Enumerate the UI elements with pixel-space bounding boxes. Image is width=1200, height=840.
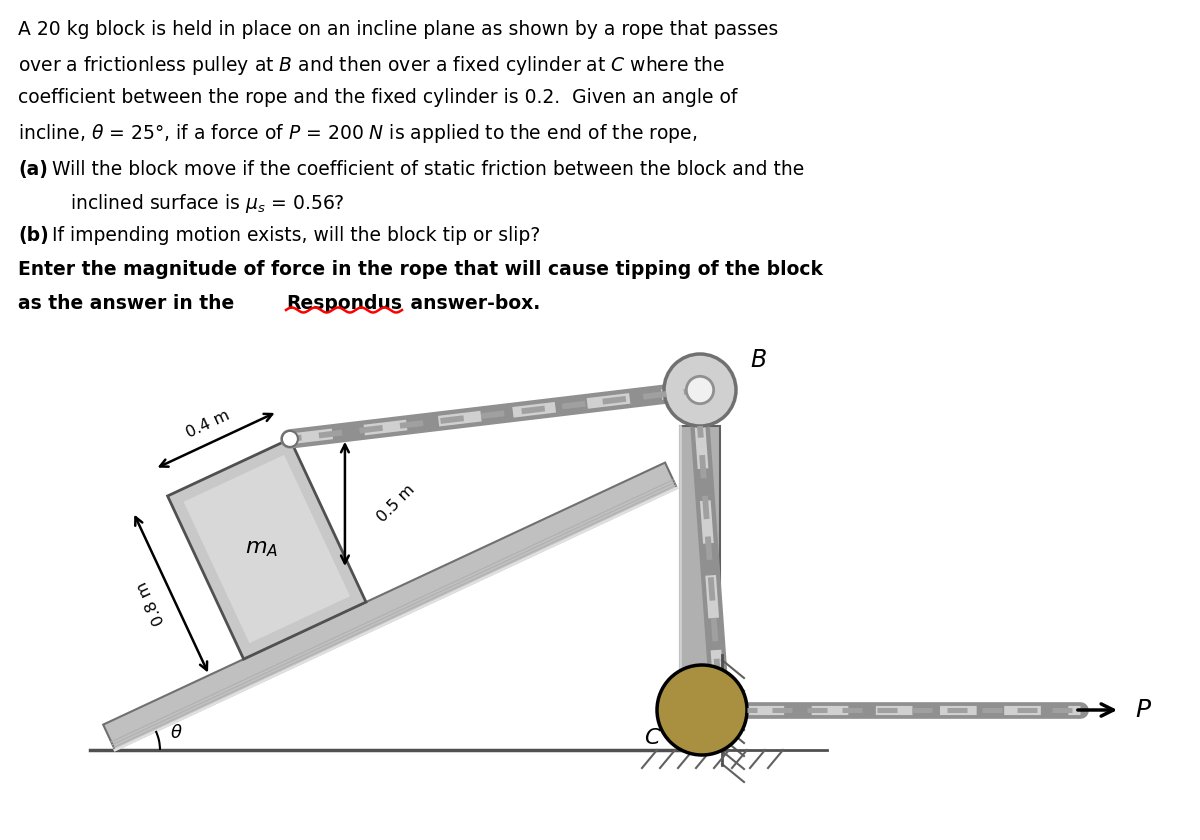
Circle shape [282,431,298,447]
Circle shape [686,376,714,404]
Polygon shape [103,463,677,750]
Text: Respondus: Respondus [286,294,402,313]
Polygon shape [184,455,350,643]
Text: inclined surface is $\mu_s$ = 0.56?: inclined surface is $\mu_s$ = 0.56? [70,192,344,215]
Text: $m_A$: $m_A$ [245,539,278,559]
Text: $C$: $C$ [644,728,661,748]
Text: 0.8 m: 0.8 m [134,579,168,627]
Text: If impending motion exists, will the block tip or slip?: If impending motion exists, will the blo… [52,226,540,245]
Bar [680,426,720,750]
Text: answer-box.: answer-box. [404,294,540,313]
Text: $\theta$: $\theta$ [170,724,182,742]
Text: (a): (a) [18,160,48,179]
Text: 0.5 m: 0.5 m [374,482,418,526]
Text: $B$: $B$ [750,348,767,372]
Text: A 20 kg block is held in place on an incline plane as shown by a rope that passe: A 20 kg block is held in place on an inc… [18,20,779,39]
Text: (b): (b) [18,226,49,245]
Polygon shape [168,439,366,659]
Text: coefficient between the rope and the fixed cylinder is 0.2.  Given an angle of: coefficient between the rope and the fix… [18,88,737,107]
Circle shape [658,665,746,755]
Text: as the answer in the: as the answer in the [18,294,241,313]
Text: 0.4 m: 0.4 m [185,407,233,440]
Text: over a frictionless pulley at $B$ and then over a fixed cylinder at $C$ where th: over a frictionless pulley at $B$ and th… [18,54,725,77]
Text: $P$: $P$ [1135,698,1152,722]
Circle shape [664,354,736,426]
Text: Enter the magnitude of force in the rope that will cause tipping of the block: Enter the magnitude of force in the rope… [18,260,823,279]
Text: incline, $\theta$ = 25°, if a force of $P$ = 200 $N$ is applied to the end of th: incline, $\theta$ = 25°, if a force of $… [18,122,697,145]
Text: Will the block move if the coefficient of static friction between the block and : Will the block move if the coefficient o… [52,160,804,179]
